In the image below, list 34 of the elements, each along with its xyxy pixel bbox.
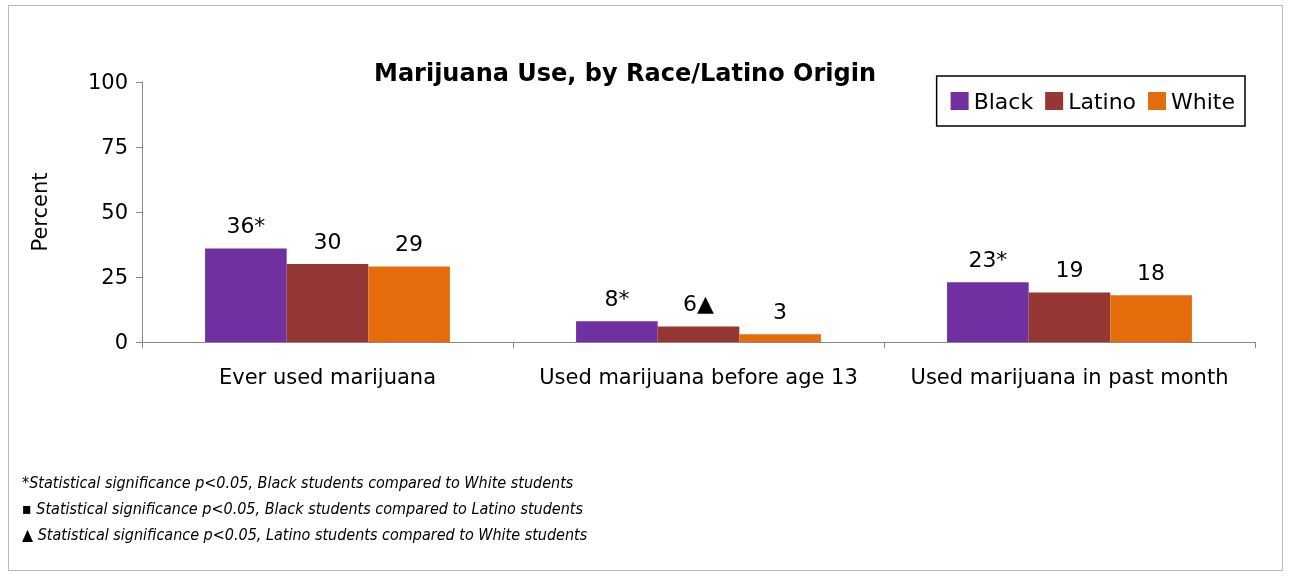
x-tick-label: Used marijuana before age 13 [539,364,858,389]
data-label: 23* [968,246,1008,272]
y-tick-label: 0 [114,330,128,354]
bar [1028,292,1111,342]
legend-label: White [1171,88,1236,114]
data-label: 29 [395,231,424,257]
x-tick-label: Ever used marijuana [218,364,437,389]
y-tick-label: 75 [101,135,128,159]
data-label: 8* [604,285,630,311]
bar [739,334,821,342]
bar [205,248,287,342]
data-label: 3 [773,298,788,324]
y-tick-label: 50 [101,200,128,224]
y-axis-title: Percent [27,172,52,252]
legend-label: Latino [1068,88,1137,114]
text: ▲ Statistical significance p<0.05, Latino students compared to White students [22,524,588,546]
x-tick-label: Used marijuana in past month [910,364,1229,389]
data-label: 6▲ [683,290,715,316]
bar [286,264,369,342]
legend-label: Black [973,88,1034,114]
y-tick-label: 25 [101,265,128,289]
bar [368,266,450,342]
data-label: 18 [1137,259,1166,285]
data-label: 36* [226,212,266,238]
chart-title: Marijuana Use, by Race/Latino Origin [373,59,877,87]
bar [947,282,1029,342]
data-label: 19 [1055,257,1084,283]
text: *Statistical significance p<0.05, Black students compared to White students [22,472,575,494]
bar [1110,295,1192,342]
bar [576,321,658,342]
y-tick-label: 100 [87,70,128,94]
data-label: 30 [313,228,342,254]
text: ▪ Statistical significance p<0.05, Black students compared to Latino students [22,498,584,520]
bar [657,326,740,342]
